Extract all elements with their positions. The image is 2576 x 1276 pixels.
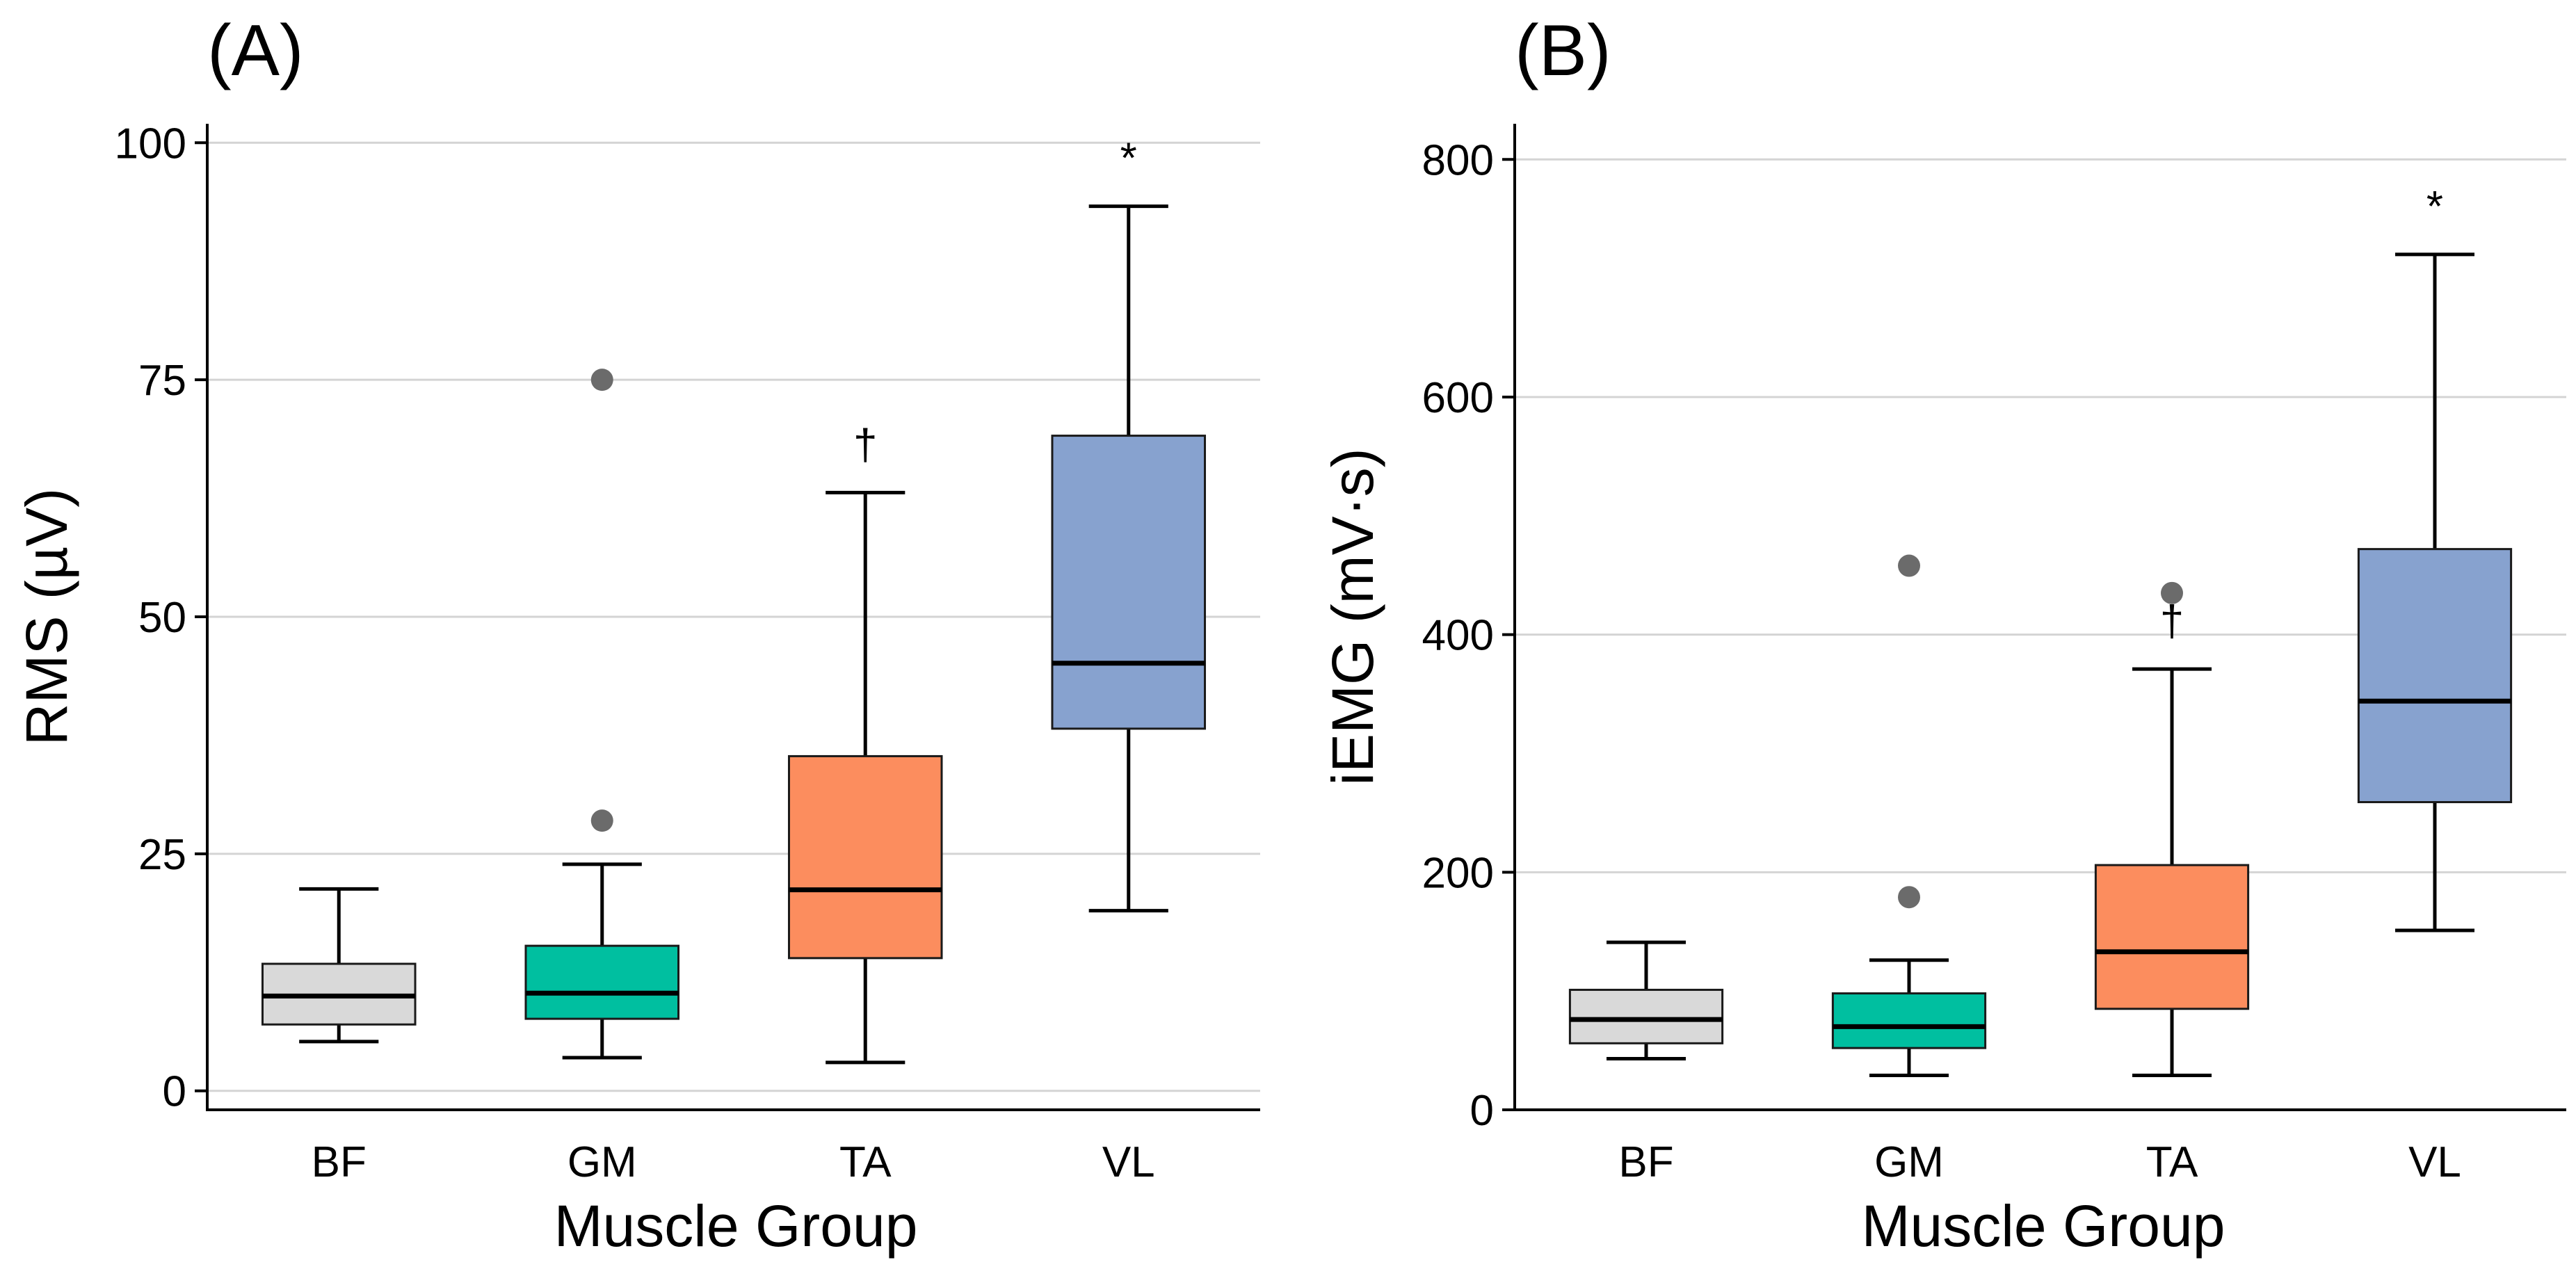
significance-marker: † (853, 421, 877, 469)
y-axis-title: RMS (µV) (14, 488, 79, 745)
y-tick-label: 800 (1422, 136, 1494, 184)
x-tick-label: BF (312, 1138, 367, 1186)
y-tick-label: 0 (1470, 1087, 1494, 1135)
panel-a: (A) 0 25 50 75 100 BF GM † TA * VL Muscle Group RMS (… (14, 10, 1260, 1259)
iqr-box (1831, 992, 1987, 1049)
x-axis-title: Muscle Group (554, 1193, 918, 1259)
box-vl: * VL (2357, 183, 2513, 1186)
x-tick-label: TA (2146, 1138, 2198, 1186)
box-ta: † TA (2094, 581, 2250, 1186)
y-tick-label: 25 (138, 831, 186, 879)
significance-marker: * (2426, 183, 2443, 231)
iqr-box (1051, 435, 1207, 730)
outlier-point (590, 369, 613, 391)
panel-b: (B) 0 200 400 600 800 BF GM † TA * VL Muscle Group iE… (1320, 10, 2566, 1259)
x-tick-label: GM (567, 1138, 637, 1186)
iqr-box (1568, 988, 1724, 1044)
iqr-box (2357, 548, 2513, 804)
x-tick-label: BF (1618, 1138, 1673, 1186)
outlier-point (2161, 581, 2183, 604)
box-ta: † TA (787, 421, 943, 1186)
x-axis-title: Muscle Group (1862, 1193, 2225, 1259)
y-tick-label: 0 (163, 1068, 186, 1116)
box-bf: BF (261, 887, 417, 1186)
x-tick-label: GM (1874, 1138, 1944, 1186)
outlier-point (590, 809, 613, 832)
y-tick-label: 100 (115, 120, 186, 168)
iqr-box (2094, 864, 2250, 1010)
y-tick-label: 75 (138, 357, 186, 405)
box-bf: BF (1568, 940, 1724, 1186)
significance-marker: † (2160, 597, 2184, 645)
outlier-point (1898, 886, 1920, 909)
significance-marker: * (1120, 135, 1137, 183)
y-tick-label: 200 (1422, 849, 1494, 897)
y-tick-label: 600 (1422, 374, 1494, 422)
y-tick-label: 50 (138, 594, 186, 642)
iqr-box (787, 754, 943, 960)
outlier-point (1898, 554, 1920, 577)
panel-label: (B) (1515, 10, 1611, 91)
box-gm: GM (1831, 554, 1987, 1186)
y-tick-label: 400 (1422, 612, 1494, 660)
y-axis-title: iEMG (mV·s) (1320, 448, 1385, 785)
box-gm: GM (524, 369, 680, 1186)
iqr-box (524, 944, 680, 1020)
panel-label: (A) (207, 10, 304, 91)
x-tick-label: TA (839, 1138, 892, 1186)
x-tick-label: VL (2408, 1138, 2461, 1186)
box-vl: * VL (1051, 135, 1207, 1186)
x-tick-label: VL (1102, 1138, 1155, 1186)
